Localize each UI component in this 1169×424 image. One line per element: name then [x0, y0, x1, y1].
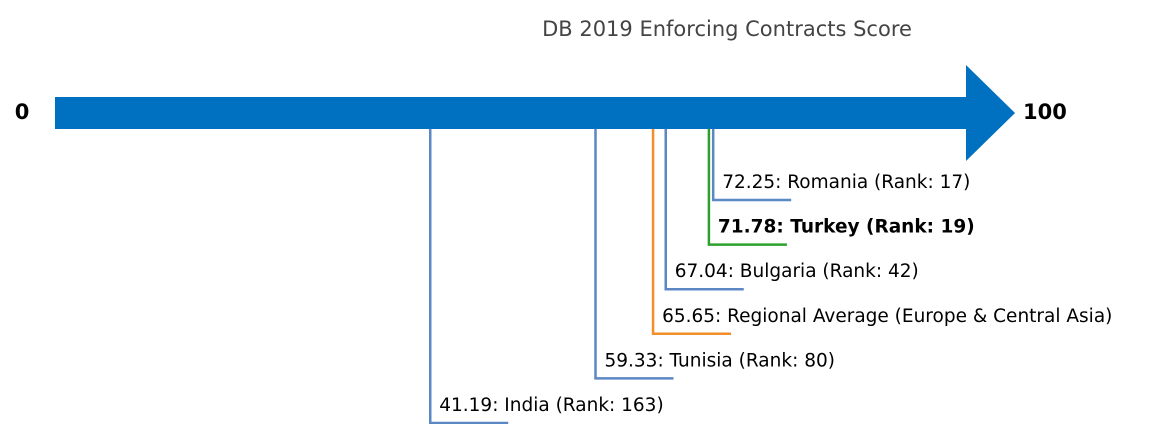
marker-line	[428, 129, 509, 424]
marker-line	[651, 129, 732, 336]
marker-line	[594, 129, 674, 380]
marker-line	[707, 129, 787, 246]
chart-title: DB 2019 Enforcing Contracts Score	[542, 17, 912, 41]
x-tick-label: 0	[15, 100, 30, 124]
axis-arrow-body	[55, 97, 966, 129]
marker-label: 71.78: Turkey (Rank: 19)	[718, 217, 975, 238]
marker-line	[711, 129, 792, 202]
marker-label: 59.33: Tunisia (Rank: 80)	[604, 350, 834, 371]
marker-label: 41.19: India (Rank: 163)	[439, 395, 663, 416]
marker-label: 72.25: Romania (Rank: 17)	[722, 172, 970, 193]
marker-line	[664, 129, 744, 291]
marker-label: 67.04: Bulgaria (Rank: 42)	[675, 261, 919, 282]
axis-arrow-head	[966, 65, 1015, 161]
x-tick-label: 100	[1023, 100, 1067, 124]
marker-label: 65.65: Regional Average (Europe & Centra…	[662, 306, 1112, 327]
